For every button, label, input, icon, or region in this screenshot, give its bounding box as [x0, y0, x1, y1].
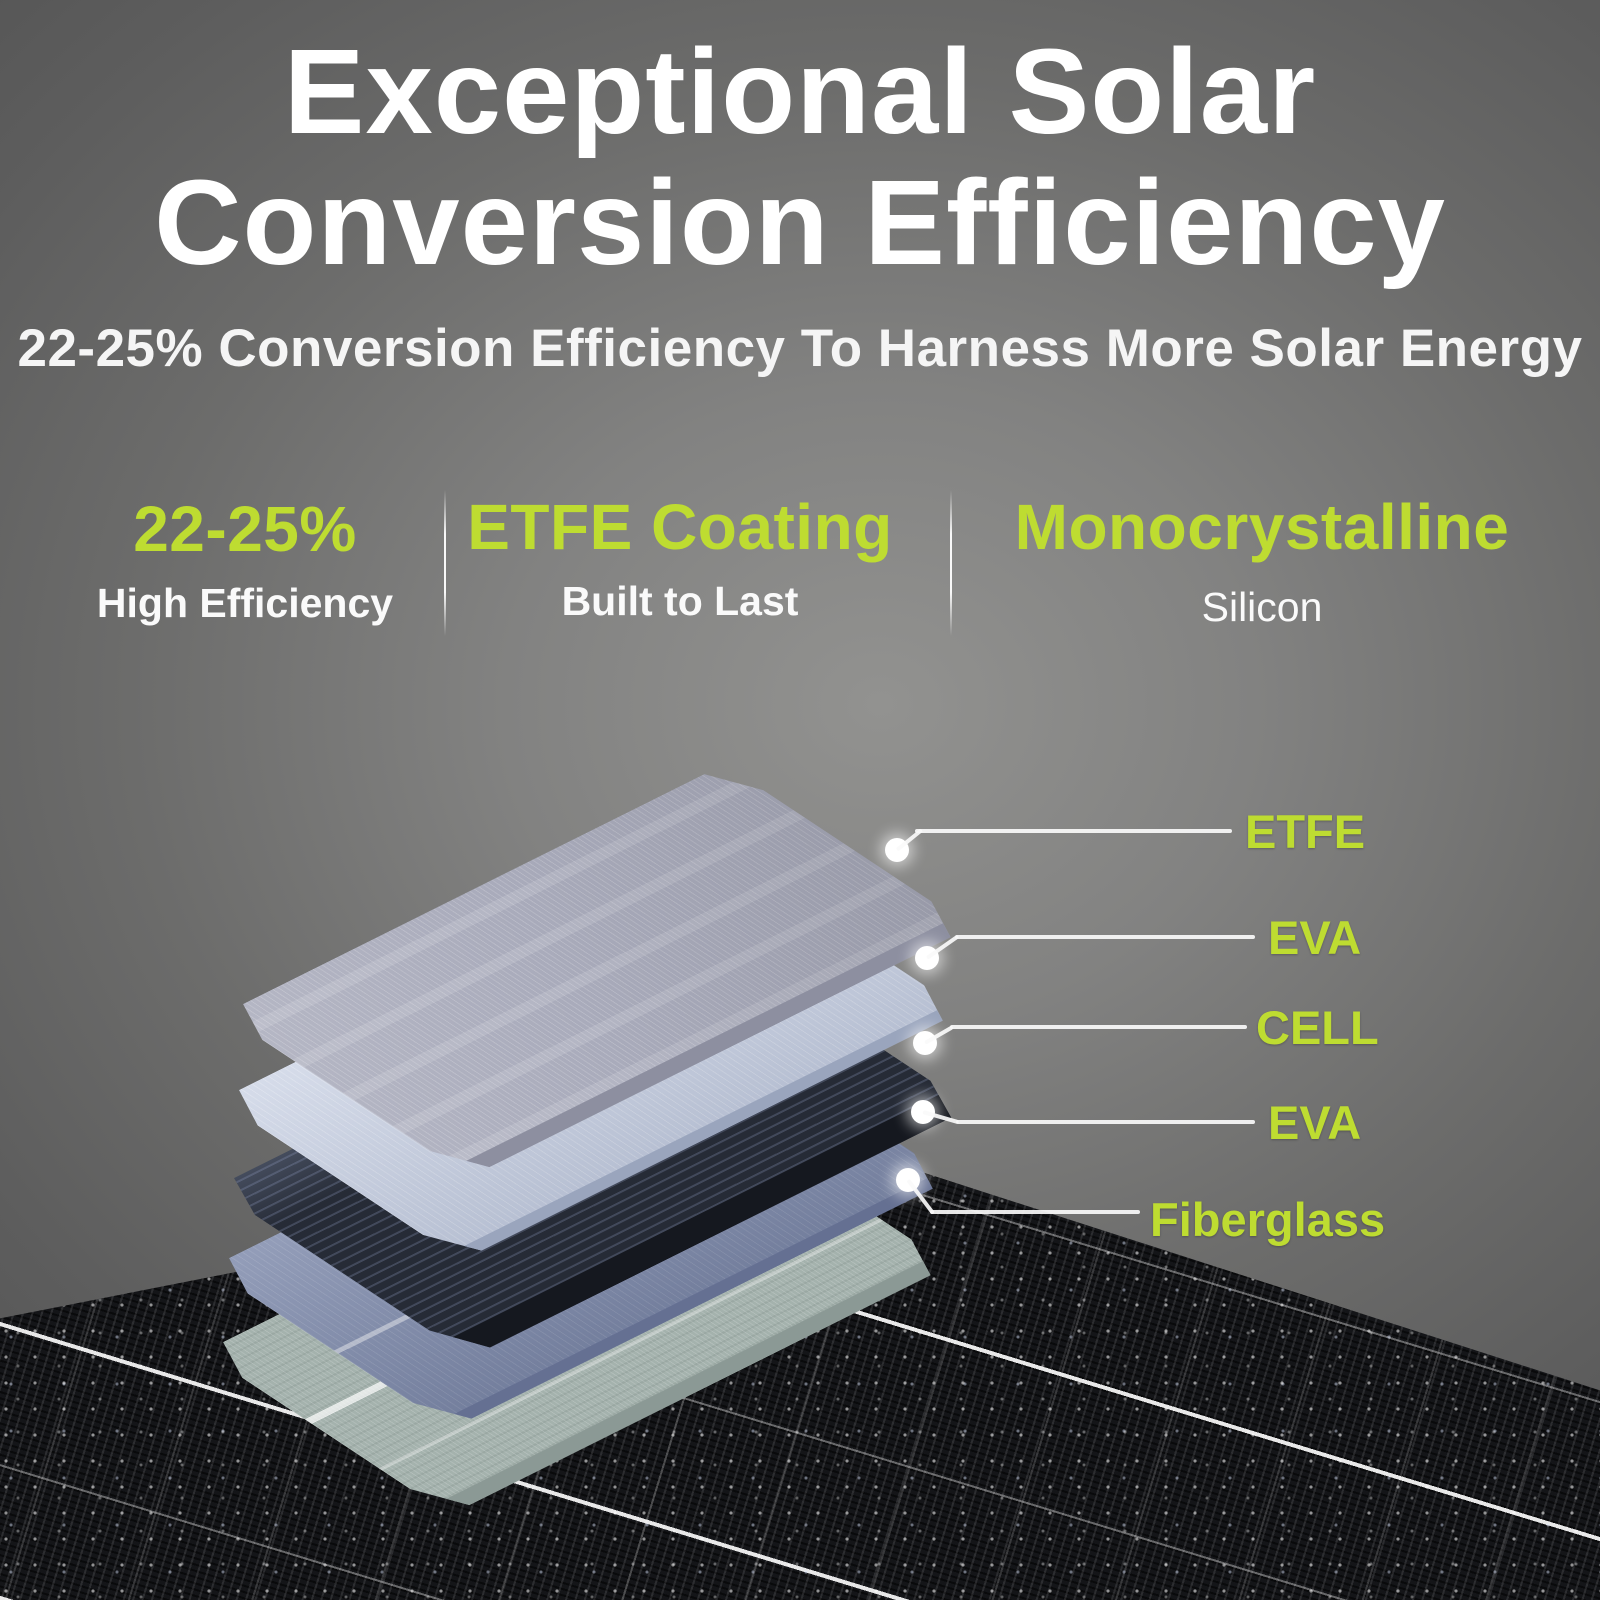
feature-efficiency: 22-25% High Efficiency	[45, 492, 445, 627]
page-subtitle: 22-25% Conversion Efficiency To Harness …	[17, 319, 1583, 378]
feature-etfe-sub: Built to Last	[561, 578, 799, 624]
feature-etfe-headline: ETFE Coating	[467, 491, 893, 563]
feature-monocrystalline: Monocrystalline Silicon	[982, 490, 1542, 631]
callout-label-fiberglass: Fiberglass	[1150, 1193, 1386, 1246]
callout-line-cell	[950, 1025, 1247, 1029]
callout-line-eva-top	[955, 935, 1255, 939]
callout-label-cell: CELL	[1256, 1001, 1379, 1054]
callout-label-eva-bottom: EVA	[1268, 1096, 1362, 1149]
header: Exceptional Solar Conversion Efficiency …	[0, 26, 1600, 379]
feature-mono-headline: Monocrystalline	[1014, 491, 1510, 563]
feature-divider-2	[950, 490, 952, 636]
feature-etfe-coating: ETFE Coating Built to Last	[460, 490, 900, 625]
feature-efficiency-sub: High Efficiency	[96, 580, 394, 626]
feature-mono-sub: Silicon	[1201, 584, 1323, 630]
callout-label-eva-top: EVA	[1268, 911, 1362, 964]
page-title-line2: Conversion Efficiency	[154, 154, 1446, 290]
feature-divider-1	[444, 490, 446, 636]
callout-line-etfe	[915, 829, 1232, 833]
callout-line-eva-bottom	[956, 1120, 1255, 1124]
callout-line-fiberglass	[930, 1210, 1140, 1214]
callout-label-etfe: ETFE	[1245, 805, 1366, 858]
feature-efficiency-headline: 22-25%	[133, 493, 357, 565]
page-title-line1: Exceptional Solar	[283, 23, 1317, 159]
